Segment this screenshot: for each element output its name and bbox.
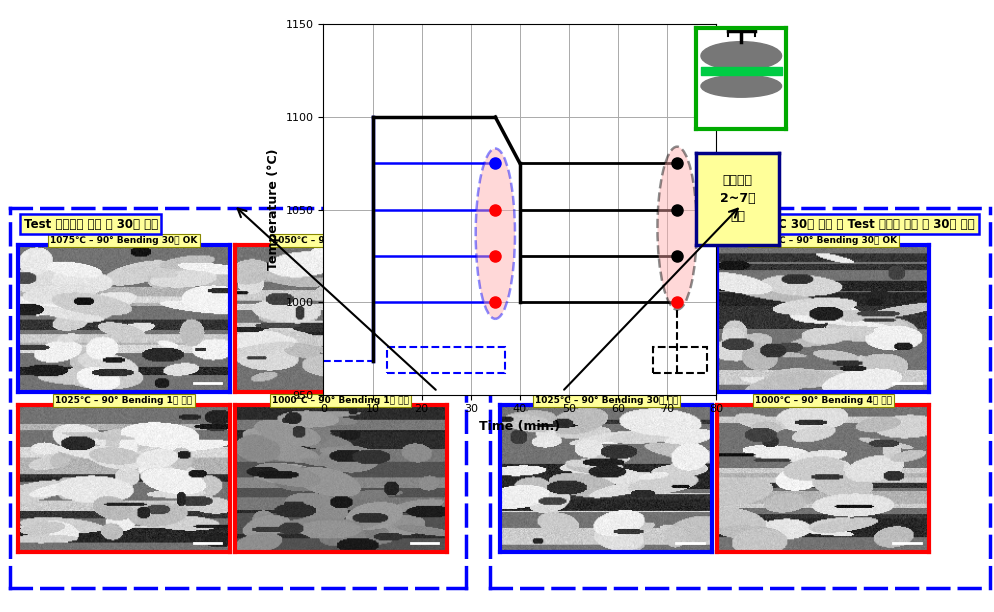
Text: 1050℃ – 90° Bending 30회 OK: 1050℃ – 90° Bending 30회 OK: [749, 236, 896, 245]
Text: 1050℃ – 90° Bending 4회 파단: 1050℃ – 90° Bending 4회 파단: [272, 236, 409, 245]
Y-axis label: Temperature (°C): Temperature (°C): [266, 149, 280, 271]
Ellipse shape: [475, 149, 515, 319]
Text: 냉각시간
2~7분
소요: 냉각시간 2~7분 소요: [720, 174, 754, 223]
Text: 1025℃ – 90° Bending 30회 균열: 1025℃ – 90° Bending 30회 균열: [535, 396, 677, 405]
Ellipse shape: [700, 42, 781, 70]
Bar: [387, 346, 505, 373]
Text: 1075℃ – 90° Bending 30회 OK: 1075℃ – 90° Bending 30회 OK: [532, 236, 680, 245]
Ellipse shape: [657, 147, 696, 310]
Text: 1075℃ – 90° Bending 30회 OK: 1075℃ – 90° Bending 30회 OK: [50, 236, 198, 245]
Ellipse shape: [700, 75, 781, 97]
Text: 1025℃ – 90° Bending 1회 파단: 1025℃ – 90° Bending 1회 파단: [56, 396, 192, 405]
Text: Test 온도까지 승온 후 30분 유지: Test 온도까지 승온 후 30분 유지: [24, 217, 158, 231]
Text: 1000℃ – 90° Bending 4회 파단: 1000℃ – 90° Bending 4회 파단: [754, 396, 891, 405]
Text: 1100℃ 30분 가열 후 Test 온도로 냉각 후 30분 유지: 1100℃ 30분 가열 후 Test 온도로 냉각 후 30분 유지: [740, 217, 974, 231]
Bar: [652, 346, 706, 373]
Text: 1000℃ – 90° Bending 1회 파단: 1000℃ – 90° Bending 1회 파단: [272, 396, 409, 405]
X-axis label: Time (min.): Time (min.): [479, 420, 560, 433]
